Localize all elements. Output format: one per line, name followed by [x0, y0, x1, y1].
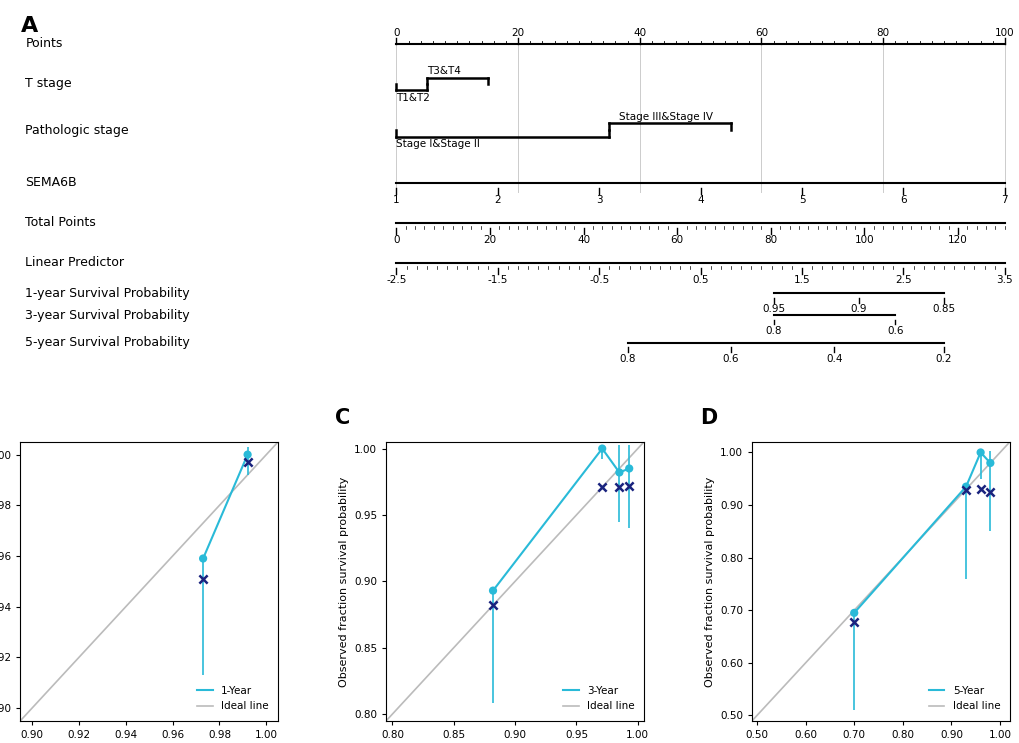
Text: 0.6: 0.6 [722, 354, 739, 363]
Text: 40: 40 [633, 27, 646, 38]
Text: 4: 4 [697, 195, 703, 205]
Text: 3-year Survival Probability: 3-year Survival Probability [25, 308, 190, 322]
Text: 2: 2 [494, 195, 500, 205]
Point [593, 481, 609, 493]
Text: 5: 5 [798, 195, 805, 205]
Text: 40: 40 [577, 235, 590, 245]
Text: Stage I&Stage II: Stage I&Stage II [396, 140, 480, 149]
Text: 2.5: 2.5 [895, 275, 911, 285]
Legend: 1-Year, Ideal line: 1-Year, Ideal line [193, 682, 272, 716]
Point [971, 484, 987, 496]
Point [845, 607, 861, 619]
Text: 0.5: 0.5 [692, 275, 708, 285]
Point [593, 443, 609, 455]
Text: 1-year Survival Probability: 1-year Survival Probability [25, 287, 190, 300]
Text: T stage: T stage [25, 77, 72, 91]
Text: -2.5: -2.5 [386, 275, 407, 285]
Point [484, 600, 500, 611]
Text: 1.5: 1.5 [793, 275, 809, 285]
Point [971, 447, 987, 458]
Text: 3.5: 3.5 [996, 275, 1012, 285]
Y-axis label: Observed fraction survival probability: Observed fraction survival probability [338, 476, 348, 687]
Point [484, 585, 500, 597]
Text: 0: 0 [392, 27, 399, 38]
Text: 0.8: 0.8 [764, 325, 782, 336]
Text: 5-year Survival Probability: 5-year Survival Probability [25, 337, 190, 349]
Text: SEMA6B: SEMA6B [25, 176, 76, 189]
Legend: 3-Year, Ideal line: 3-Year, Ideal line [558, 682, 638, 716]
Text: 60: 60 [669, 235, 683, 245]
Point [610, 481, 627, 493]
Text: 0.6: 0.6 [887, 325, 903, 336]
Text: 6: 6 [899, 195, 906, 205]
Text: 0.85: 0.85 [931, 304, 955, 314]
Point [981, 486, 998, 498]
Text: Pathologic stage: Pathologic stage [25, 123, 128, 137]
Point [239, 449, 256, 461]
Text: -1.5: -1.5 [487, 275, 507, 285]
Text: 7: 7 [1001, 195, 1007, 205]
Text: Stage III&Stage IV: Stage III&Stage IV [619, 111, 712, 122]
Y-axis label: Observed fraction survival probability: Observed fraction survival probability [704, 476, 714, 687]
Text: Total Points: Total Points [25, 216, 96, 229]
Text: 1: 1 [392, 195, 399, 205]
Point [621, 463, 637, 475]
Text: 60: 60 [754, 27, 767, 38]
Text: 80: 80 [875, 27, 889, 38]
Text: 80: 80 [763, 235, 776, 245]
Point [195, 553, 211, 565]
Text: -0.5: -0.5 [589, 275, 608, 285]
Text: 100: 100 [995, 27, 1014, 38]
Text: T1&T2: T1&T2 [396, 93, 430, 103]
Point [610, 467, 627, 478]
Text: Points: Points [25, 37, 62, 51]
Text: Linear Predictor: Linear Predictor [25, 256, 124, 269]
Text: 0.4: 0.4 [825, 354, 842, 363]
Text: 0.8: 0.8 [619, 354, 635, 363]
Text: D: D [700, 408, 717, 428]
Text: C: C [334, 408, 350, 428]
Text: 0.9: 0.9 [850, 304, 866, 314]
Text: 20: 20 [483, 235, 496, 245]
Legend: 5-Year, Ideal line: 5-Year, Ideal line [924, 682, 1004, 716]
Point [957, 481, 973, 493]
Point [957, 484, 973, 496]
Text: 100: 100 [854, 235, 873, 245]
Text: A: A [20, 16, 38, 36]
Point [621, 480, 637, 492]
Text: 0.95: 0.95 [761, 304, 785, 314]
Point [981, 457, 998, 469]
Text: 120: 120 [948, 235, 967, 245]
Text: 0: 0 [392, 235, 399, 245]
Point [195, 573, 211, 585]
Text: 3: 3 [595, 195, 602, 205]
Text: 20: 20 [511, 27, 524, 38]
Point [239, 456, 256, 468]
Text: 0.2: 0.2 [934, 354, 952, 363]
Text: T3&T4: T3&T4 [426, 66, 461, 76]
Point [845, 617, 861, 629]
